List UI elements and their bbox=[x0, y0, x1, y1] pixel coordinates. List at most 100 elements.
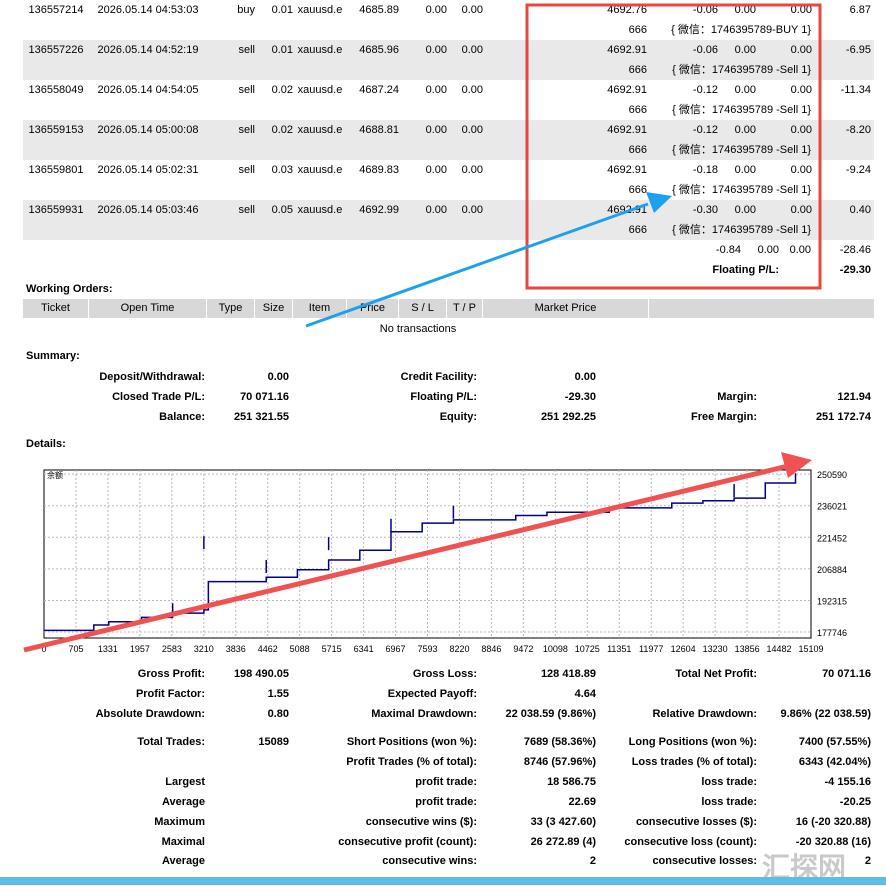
free-margin-label: Free Margin: bbox=[690, 411, 757, 423]
credit-value: 0.00 bbox=[574, 371, 596, 383]
trade-sl: 0.00 bbox=[425, 124, 447, 136]
x-tick-label: 10098 bbox=[543, 644, 568, 654]
largest-profit-value: 18 586.75 bbox=[547, 776, 596, 788]
trade-size: 0.01 bbox=[271, 44, 293, 56]
x-tick-label: 3836 bbox=[226, 644, 246, 654]
trade-tp: 0.00 bbox=[461, 84, 483, 96]
average-loss-value: -20.25 bbox=[839, 796, 871, 808]
floating-row: Floating P/L: -29.30 bbox=[23, 260, 874, 280]
trade-type: sell bbox=[238, 44, 255, 56]
max-cons-wins-value: 33 (3 427.60) bbox=[530, 816, 596, 828]
trade-taxes: 0.00 bbox=[790, 124, 812, 136]
col-tp: T / P bbox=[447, 299, 483, 318]
x-tick-label: 13230 bbox=[703, 644, 728, 654]
balance-label: Balance: bbox=[159, 411, 205, 423]
trade-magic: 666 bbox=[628, 224, 647, 236]
total-profit: -28.46 bbox=[839, 244, 871, 256]
trade-tp: 0.00 bbox=[461, 44, 483, 56]
details-title: Details: bbox=[26, 438, 66, 450]
margin-value: 121.94 bbox=[837, 391, 871, 403]
x-tick-label: 0 bbox=[41, 644, 46, 654]
x-tick-label: 10725 bbox=[575, 644, 600, 654]
trade-magic: 666 bbox=[628, 184, 647, 196]
trade-subrow: 666 { 微信：1746395789 -Sell 1} bbox=[23, 180, 874, 200]
trade-swap: 0.00 bbox=[734, 204, 756, 216]
trade-swap: 0.00 bbox=[734, 164, 756, 176]
trade-commission: -0.12 bbox=[692, 84, 718, 96]
balance-value: 251 321.55 bbox=[233, 411, 289, 423]
gross-profit-label: Gross Profit: bbox=[137, 668, 205, 680]
col-open-time: Open Time bbox=[89, 299, 207, 318]
summary-title: Summary: bbox=[26, 350, 80, 362]
trade-type: sell bbox=[238, 164, 255, 176]
total-taxes: 0.00 bbox=[789, 244, 811, 256]
closed-pl-value: 70 071.16 bbox=[240, 391, 289, 403]
rel-drawdown-label: Relative Drawdown: bbox=[652, 708, 757, 720]
trade-profit: 6.87 bbox=[849, 4, 871, 16]
trade-commission: -0.06 bbox=[692, 44, 718, 56]
profit-trades-label: Profit Trades (% of total): bbox=[346, 756, 477, 768]
trade-size: 0.03 bbox=[271, 164, 293, 176]
x-tick-label: 11977 bbox=[639, 644, 663, 654]
max-cons-losses-label: consecutive losses ($): bbox=[635, 816, 757, 828]
trade-commission: -0.06 bbox=[692, 4, 718, 16]
trade-sl: 0.00 bbox=[425, 84, 447, 96]
y-tick-label: 192315 bbox=[817, 596, 847, 606]
avg-cons-wins-label: consecutive wins: bbox=[382, 855, 477, 867]
trade-sl: 0.00 bbox=[425, 164, 447, 176]
trade-type: sell bbox=[238, 124, 255, 136]
trade-item: xauusd.e bbox=[297, 44, 343, 56]
x-tick-label: 3210 bbox=[194, 644, 214, 654]
loss-trades-value: 6343 (42.04%) bbox=[798, 756, 871, 768]
trade-price: 4687.24 bbox=[359, 84, 399, 96]
trade-sl: 0.00 bbox=[425, 44, 447, 56]
trade-size: 0.02 bbox=[271, 84, 293, 96]
x-tick-label: 9472 bbox=[513, 644, 533, 654]
col-item: Item bbox=[293, 299, 347, 318]
maximal-loss-value: -20 320.88 (16) bbox=[795, 836, 871, 848]
trade-subrow: 666 { 微信：1746395789 -Sell 1} bbox=[23, 60, 874, 80]
x-tick-label: 12604 bbox=[671, 644, 696, 654]
trade-type: buy bbox=[237, 4, 255, 16]
trade-commission: -0.18 bbox=[692, 164, 718, 176]
trade-price: 4688.81 bbox=[359, 124, 399, 136]
totals-row: -0.84 0.00 0.00 -28.46 bbox=[23, 240, 874, 260]
trade-comment: { 微信：1746395789 -Sell 1} bbox=[672, 144, 811, 156]
trade-size: 0.02 bbox=[271, 124, 293, 136]
trade-ticket: 136559801 bbox=[28, 164, 84, 176]
avg-cons-losses-value: 2 bbox=[864, 855, 871, 867]
trade-taxes: 0.00 bbox=[790, 204, 812, 216]
abs-drawdown-value: 0.80 bbox=[267, 708, 289, 720]
col-sl: S / L bbox=[399, 299, 447, 318]
legend-label: 余额 bbox=[47, 470, 63, 480]
expected-payoff-value: 4.64 bbox=[574, 688, 596, 700]
short-positions-label: Short Positions (won %): bbox=[346, 736, 477, 748]
long-positions-label: Long Positions (won %): bbox=[628, 736, 757, 748]
loss-trades-label: Loss trades (% of total): bbox=[631, 756, 757, 768]
total-net-label: Total Net Profit: bbox=[675, 668, 757, 680]
equity-value: 251 292.25 bbox=[540, 411, 596, 423]
trade-subrow: 666 { 微信：1746395789 -Sell 1} bbox=[23, 140, 874, 160]
trade-profit: 0.40 bbox=[849, 204, 871, 216]
trade-magic: 666 bbox=[628, 64, 647, 76]
y-tick-label: 206884 bbox=[817, 565, 847, 575]
x-tick-label: 2583 bbox=[162, 644, 182, 654]
trade-item: xauusd.e bbox=[297, 124, 343, 136]
trade-profit: -11.34 bbox=[840, 84, 871, 96]
trade-time: 2026.05.14 04:54:05 bbox=[97, 84, 199, 96]
x-tick-label: 13856 bbox=[735, 644, 760, 654]
x-tick-label: 705 bbox=[68, 644, 83, 654]
trade-row: 136559801 2026.05.14 05:02:31 sell 0.03 xauu… bbox=[23, 160, 874, 180]
trade-sl: 0.00 bbox=[425, 204, 447, 216]
col-market-price: Market Price bbox=[483, 299, 649, 318]
total-trades-label: Total Trades: bbox=[137, 736, 205, 748]
trade-swap: 0.00 bbox=[734, 4, 756, 16]
col-size: Size bbox=[255, 299, 293, 318]
trade-item: xauusd.e bbox=[297, 4, 343, 16]
avg-cons-wins-value: 2 bbox=[589, 855, 596, 867]
trade-ticket: 136559931 bbox=[28, 204, 84, 216]
largest-loss-label: loss trade: bbox=[701, 776, 757, 788]
trade-close-price: 4692.91 bbox=[607, 84, 647, 96]
col-type: Type bbox=[207, 299, 255, 318]
x-tick-label: 7593 bbox=[417, 644, 437, 654]
